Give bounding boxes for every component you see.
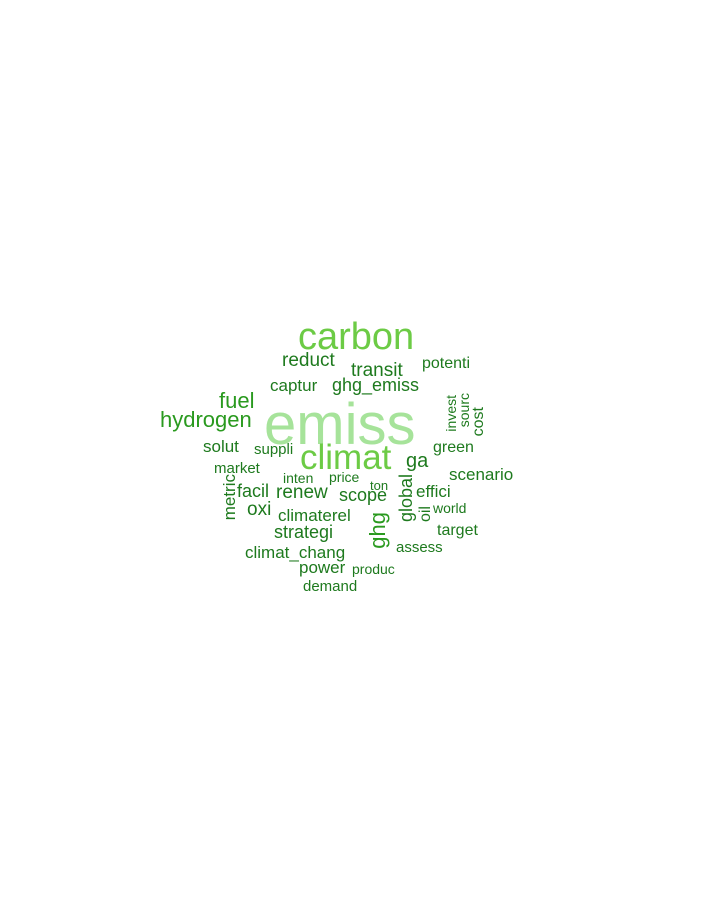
word-climaterel: climaterel xyxy=(278,506,351,525)
word-global: global xyxy=(396,474,416,523)
word-world: world xyxy=(433,500,467,516)
word-produc: produc xyxy=(352,561,395,577)
word-ghg: ghg xyxy=(365,512,390,549)
word-oil: oil xyxy=(417,506,434,523)
word-hydrogen: hydrogen xyxy=(160,407,252,432)
word-oxi: oxi xyxy=(247,499,272,520)
word-scenario: scenario xyxy=(449,465,514,484)
word-strategi: strategi xyxy=(274,522,334,542)
word-cost: cost xyxy=(470,407,487,437)
word-scope: scope xyxy=(339,485,388,505)
word-facil: facil xyxy=(237,481,270,501)
word-power: power xyxy=(299,558,346,577)
word-emiss: emiss xyxy=(264,392,416,457)
word-metric: metric xyxy=(220,474,239,521)
word-ga: ga xyxy=(406,450,429,472)
word-green: green xyxy=(433,439,474,456)
word-effici: effici xyxy=(416,482,451,501)
word-ton: ton xyxy=(370,478,389,493)
word-transit: transit xyxy=(351,360,403,381)
word-sourc: sourc xyxy=(456,393,472,428)
word-potenti: potenti xyxy=(422,355,471,372)
word-suppli: suppli xyxy=(254,441,294,458)
word-solut: solut xyxy=(203,437,239,456)
word-inten: inten xyxy=(283,470,314,486)
word-climat: climat xyxy=(300,438,392,477)
word-assess: assess xyxy=(396,539,443,556)
word-captur: captur xyxy=(270,376,318,395)
word-market: market xyxy=(214,460,260,477)
word-ghg-emiss: ghg_emiss xyxy=(332,375,420,395)
word-demand: demand xyxy=(303,578,358,595)
word-target: target xyxy=(437,522,478,539)
word-renew: renew xyxy=(276,482,328,503)
word-fuel: fuel xyxy=(219,388,255,413)
word-climat-chang: climat_chang xyxy=(245,543,346,562)
word-carbon: carbon xyxy=(298,316,415,358)
word-price: price xyxy=(329,469,360,485)
word-reduct: reduct xyxy=(282,350,335,371)
